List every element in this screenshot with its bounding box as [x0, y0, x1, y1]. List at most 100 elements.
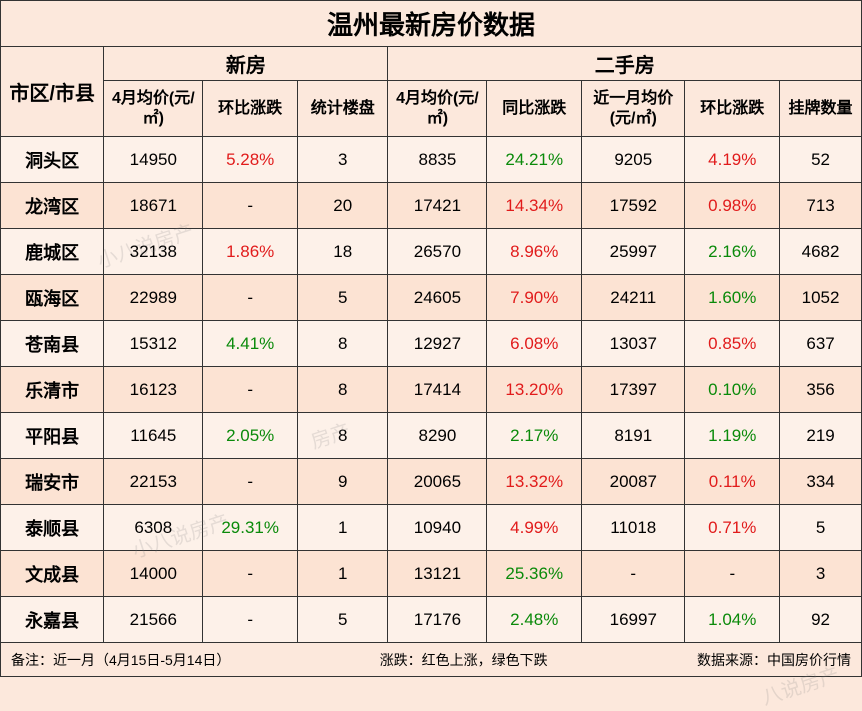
cell-near-price: 25997: [582, 229, 685, 275]
cell-used-price: 8835: [388, 137, 487, 183]
table-wrapper: 温州最新房价数据 市区/市县 新房 二手房 4月均价(元/㎡) 环比涨跌 统计楼…: [0, 0, 862, 706]
cell-new-price: 22153: [104, 459, 203, 505]
cell-new-count: 20: [298, 183, 388, 229]
table-row: 泰顺县630829.31%1109404.99%110180.71%5: [1, 505, 862, 551]
cell-new-price: 22989: [104, 275, 203, 321]
cell-near-mom: 0.11%: [685, 459, 780, 505]
cell-listings: 92: [780, 597, 862, 643]
table-row: 瑞安市22153-92006513.32%200870.11%334: [1, 459, 862, 505]
table-row: 平阳县116452.05%882902.17%81911.19%219: [1, 413, 862, 459]
cell-used-price: 8290: [388, 413, 487, 459]
cell-used-yoy: 14.34%: [487, 183, 582, 229]
cell-near-price: -: [582, 551, 685, 597]
cell-district: 文成县: [1, 551, 104, 597]
cell-new-count: 8: [298, 321, 388, 367]
cell-new-mom: -: [203, 275, 298, 321]
cell-new-count: 1: [298, 505, 388, 551]
cell-district: 永嘉县: [1, 597, 104, 643]
cell-used-price: 13121: [388, 551, 487, 597]
cell-new-price: 21566: [104, 597, 203, 643]
cell-listings: 3: [780, 551, 862, 597]
cell-new-mom: 5.28%: [203, 137, 298, 183]
cell-near-mom: 2.16%: [685, 229, 780, 275]
cell-new-price: 14950: [104, 137, 203, 183]
cell-used-price: 12927: [388, 321, 487, 367]
cell-district: 瓯海区: [1, 275, 104, 321]
cell-used-price: 10940: [388, 505, 487, 551]
col-listings: 挂牌数量: [780, 81, 862, 137]
col-corner: 市区/市县: [1, 47, 104, 137]
cell-near-mom: 0.10%: [685, 367, 780, 413]
col-near-price: 近一月均价(元/㎡): [582, 81, 685, 137]
cell-district: 瑞安市: [1, 459, 104, 505]
cell-listings: 637: [780, 321, 862, 367]
cell-used-yoy: 2.17%: [487, 413, 582, 459]
table-head: 温州最新房价数据 市区/市县 新房 二手房 4月均价(元/㎡) 环比涨跌 统计楼…: [1, 1, 862, 137]
col-new-mom: 环比涨跌: [203, 81, 298, 137]
table-row: 乐清市16123-81741413.20%173970.10%356: [1, 367, 862, 413]
col-new-count: 统计楼盘: [298, 81, 388, 137]
sub-header-row: 4月均价(元/㎡) 环比涨跌 统计楼盘 4月均价(元/㎡) 同比涨跌 近一月均价…: [1, 81, 862, 137]
cell-near-price: 20087: [582, 459, 685, 505]
table-row: 瓯海区22989-5246057.90%242111.60%1052: [1, 275, 862, 321]
cell-used-yoy: 25.36%: [487, 551, 582, 597]
cell-near-price: 9205: [582, 137, 685, 183]
cell-district: 鹿城区: [1, 229, 104, 275]
cell-near-mom: 1.19%: [685, 413, 780, 459]
cell-new-count: 18: [298, 229, 388, 275]
cell-used-yoy: 2.48%: [487, 597, 582, 643]
table-row: 苍南县153124.41%8129276.08%130370.85%637: [1, 321, 862, 367]
cell-used-price: 20065: [388, 459, 487, 505]
cell-new-price: 11645: [104, 413, 203, 459]
table-body: 洞头区149505.28%3883524.21%92054.19%52龙湾区18…: [1, 137, 862, 643]
cell-listings: 52: [780, 137, 862, 183]
cell-listings: 334: [780, 459, 862, 505]
table-row: 鹿城区321381.86%18265708.96%259972.16%4682: [1, 229, 862, 275]
table-row: 龙湾区18671-201742114.34%175920.98%713: [1, 183, 862, 229]
table-row: 文成县14000-11312125.36%--3: [1, 551, 862, 597]
footer-source: 数据来源：中国房价行情: [697, 650, 851, 670]
cell-new-mom: -: [203, 597, 298, 643]
cell-near-price: 17592: [582, 183, 685, 229]
cell-district: 泰顺县: [1, 505, 104, 551]
cell-district: 平阳县: [1, 413, 104, 459]
footer-note: 备注：近一月（4月15日-5月14日）: [11, 650, 230, 670]
cell-new-price: 16123: [104, 367, 203, 413]
group-new: 新房: [104, 47, 388, 81]
cell-listings: 356: [780, 367, 862, 413]
cell-near-price: 16997: [582, 597, 685, 643]
cell-near-mom: 0.98%: [685, 183, 780, 229]
cell-new-price: 18671: [104, 183, 203, 229]
cell-used-yoy: 13.32%: [487, 459, 582, 505]
cell-listings: 4682: [780, 229, 862, 275]
cell-used-yoy: 6.08%: [487, 321, 582, 367]
cell-district: 洞头区: [1, 137, 104, 183]
cell-near-price: 11018: [582, 505, 685, 551]
cell-new-price: 15312: [104, 321, 203, 367]
cell-used-yoy: 24.21%: [487, 137, 582, 183]
cell-listings: 5: [780, 505, 862, 551]
cell-near-mom: 1.04%: [685, 597, 780, 643]
cell-new-count: 8: [298, 413, 388, 459]
cell-used-price: 26570: [388, 229, 487, 275]
cell-new-count: 1: [298, 551, 388, 597]
cell-new-count: 8: [298, 367, 388, 413]
cell-near-price: 17397: [582, 367, 685, 413]
cell-near-mom: 4.19%: [685, 137, 780, 183]
cell-near-mom: 1.60%: [685, 275, 780, 321]
cell-new-count: 9: [298, 459, 388, 505]
cell-near-mom: 0.85%: [685, 321, 780, 367]
cell-near-price: 8191: [582, 413, 685, 459]
col-used-price: 4月均价(元/㎡): [388, 81, 487, 137]
cell-near-price: 13037: [582, 321, 685, 367]
cell-listings: 713: [780, 183, 862, 229]
col-new-price: 4月均价(元/㎡): [104, 81, 203, 137]
table-row: 永嘉县21566-5171762.48%169971.04%92: [1, 597, 862, 643]
cell-used-price: 17421: [388, 183, 487, 229]
col-near-mom: 环比涨跌: [685, 81, 780, 137]
cell-new-mom: -: [203, 551, 298, 597]
cell-new-mom: -: [203, 183, 298, 229]
table-row: 洞头区149505.28%3883524.21%92054.19%52: [1, 137, 862, 183]
cell-new-mom: -: [203, 367, 298, 413]
cell-used-price: 17414: [388, 367, 487, 413]
